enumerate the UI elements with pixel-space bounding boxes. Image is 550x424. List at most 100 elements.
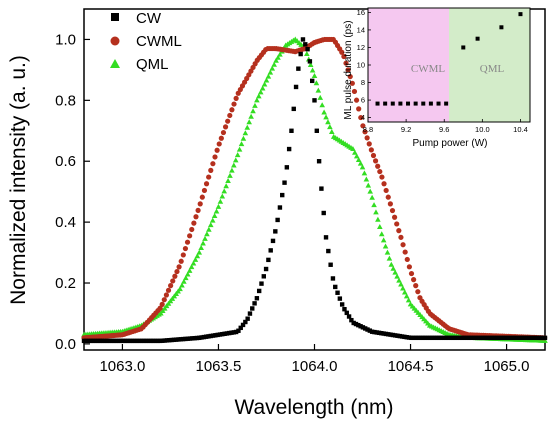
data-point-qml: [192, 256, 199, 262]
data-point-qml: [242, 130, 249, 136]
data-point-qml: [229, 167, 235, 173]
data-point-cw: [399, 334, 405, 339]
data-point-qml: [225, 178, 231, 184]
data-point-cw: [489, 335, 495, 341]
data-point-cw: [441, 335, 446, 341]
data-point-cw: [132, 338, 137, 344]
data-point-cw: [326, 248, 331, 254]
data-point-cw: [443, 335, 449, 341]
inset-x-tick-label: 8.8: [363, 125, 373, 134]
data-point-cw: [127, 338, 133, 344]
data-point-cw: [531, 335, 536, 341]
data-point-qml: [196, 249, 203, 255]
data-point-qml: [401, 289, 408, 295]
data-point-qml: [369, 194, 375, 200]
data-point-cwml: [168, 283, 174, 289]
legend-label-cw: CW: [136, 10, 162, 27]
inset-y-tick-label: 14: [357, 25, 365, 34]
data-point-cw: [353, 321, 359, 327]
data-point-cwml: [159, 301, 165, 307]
legend-marker-cw: [111, 13, 119, 21]
data-point-cw: [335, 290, 340, 295]
data-point-cwml: [165, 287, 172, 293]
inset-data-point: [383, 101, 388, 106]
data-point-qml: [390, 265, 397, 271]
main-y-tick-label: 0.2: [55, 275, 76, 292]
data-point-qml: [380, 237, 387, 243]
data-point-cwml: [341, 53, 347, 60]
data-point-qml: [227, 172, 233, 178]
inset-y-tick-label: 6: [361, 96, 365, 105]
data-point-qml: [217, 198, 224, 204]
data-point-cw: [157, 338, 163, 344]
data-point-cw: [432, 335, 437, 341]
data-point-cw: [266, 257, 271, 263]
inset-data-point: [475, 36, 480, 41]
data-point-qml: [177, 286, 183, 292]
data-point-cw: [231, 330, 237, 335]
data-point-cw: [390, 332, 396, 338]
data-point-cw: [305, 46, 310, 52]
data-point-qml: [388, 261, 395, 267]
data-point-cw: [452, 335, 458, 341]
data-point-cw: [360, 325, 366, 330]
inset-chart-axes: 8.8 9.2 9.6 10.0 10.4 4 6 8 10 12 14 16: [357, 8, 528, 134]
data-point-qml: [371, 202, 377, 208]
inset-region-qml: [449, 8, 530, 122]
data-point-cw: [263, 266, 269, 272]
data-point-cw: [499, 335, 504, 341]
data-point-cw: [436, 335, 442, 341]
data-point-cw: [252, 301, 257, 306]
data-point-cw: [148, 338, 154, 344]
data-point-cwml: [347, 73, 353, 80]
data-point-cw: [273, 229, 278, 234]
data-point-cw: [473, 335, 479, 341]
data-point-qml: [213, 208, 220, 214]
data-point-cwml: [413, 283, 419, 289]
data-point-cwml: [345, 67, 351, 73]
data-point-cw: [303, 42, 308, 47]
data-point-cw: [416, 335, 421, 341]
data-point-cw: [351, 320, 356, 326]
inset-x-tick-label: 9.2: [401, 125, 411, 134]
data-point-cw: [374, 330, 379, 335]
data-point-cw: [201, 334, 207, 340]
data-point-qml: [275, 54, 281, 60]
data-point-cwml: [208, 167, 214, 173]
data-point-cw: [494, 335, 499, 341]
main-y-axis-title: Normalized intensity (a. u.): [7, 55, 30, 305]
data-point-cwml: [178, 258, 184, 264]
data-point-cw: [254, 296, 260, 301]
data-point-cw: [164, 338, 170, 343]
data-point-qml: [244, 124, 251, 130]
data-point-cwml: [203, 181, 210, 187]
data-point-cw: [104, 338, 110, 344]
data-point-qml: [328, 129, 335, 135]
data-point-cw: [448, 335, 453, 341]
data-point-cw: [429, 335, 435, 341]
data-point-cw: [462, 335, 467, 341]
data-point-cwml: [225, 118, 231, 124]
data-point-cw: [487, 335, 492, 341]
data-point-cw: [450, 335, 455, 341]
data-point-qml: [365, 182, 372, 188]
data-point-cw: [88, 338, 94, 344]
data-point-cw: [526, 335, 532, 341]
data-point-cw: [503, 335, 509, 341]
data-point-cw: [116, 338, 121, 344]
data-point-cwml: [191, 220, 197, 226]
data-point-cwml: [400, 242, 406, 248]
data-point-cw: [229, 330, 234, 335]
data-point-cwml: [396, 228, 402, 234]
data-point-cwml: [411, 277, 417, 283]
data-point-qml: [382, 243, 389, 249]
data-point-cw: [406, 335, 412, 340]
data-point-qml: [219, 193, 226, 199]
series-cw: [81, 37, 548, 344]
data-point-cwml: [408, 270, 415, 277]
data-point-cw: [100, 338, 105, 344]
data-point-cw: [422, 335, 428, 341]
data-point-cwml: [210, 161, 216, 167]
data-point-qml: [231, 162, 237, 168]
data-point-cw: [482, 335, 488, 341]
